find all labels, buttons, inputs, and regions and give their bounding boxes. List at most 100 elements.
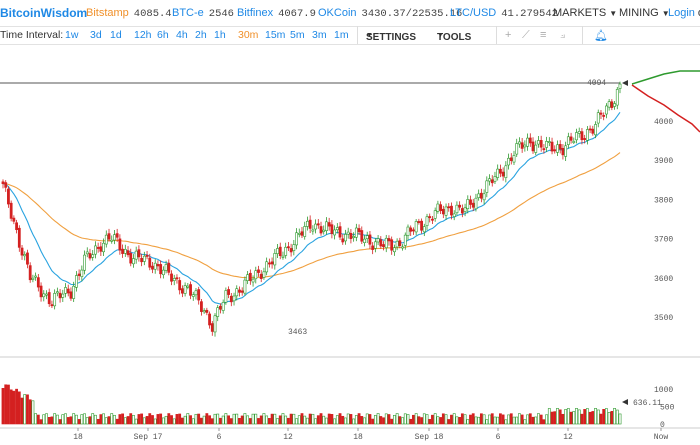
volume-bar [123,417,127,425]
candle-body [243,279,247,294]
brand-logo[interactable]: BitcoinWisdom [0,6,88,20]
candle-body [161,269,165,276]
volume-marker-label: 636.11 [633,399,662,408]
login-link[interactable]: Login [668,7,695,19]
time-tick-label: Sep 18 [415,433,444,442]
volume-bar [357,413,361,425]
candle-body [7,188,10,205]
volume-bar [526,414,529,425]
candle-body [251,278,255,283]
crosshair-icon[interactable]: + [505,29,512,41]
volume-bar [284,415,288,425]
current-price-marker [622,80,628,86]
horizontal-lines-icon[interactable]: ≡ [540,29,547,41]
volume-bar [164,415,168,425]
volume-bar [140,413,144,425]
volume-bar [257,418,260,425]
ticker-okcoin[interactable]: OKCoin 3430.37/22535.16 [318,7,462,20]
candle-body [572,141,576,143]
candle-body [450,205,453,216]
interval-12h[interactable]: 12h [134,29,152,41]
volume-bar [602,409,606,425]
interval-5m[interactable]: 5m [290,29,305,41]
candle-body [72,285,76,299]
candle-body [221,302,225,311]
volume-bar [216,413,220,425]
volume-bar [474,416,478,425]
candle-body [349,233,353,240]
mining-menu[interactable]: MINING ▼ [619,7,670,19]
volume-bar [393,415,396,425]
interval-6h[interactable]: 6h [157,29,169,41]
candle-body [262,271,266,278]
markets-menu[interactable]: MARKETS ▼ [553,7,617,19]
ticker-btce[interactable]: BTC-e 2546 [172,7,234,20]
volume-bar [208,415,211,425]
interval-3m[interactable]: 3m [312,29,327,41]
interval-30m[interactable]: 30m [238,29,259,41]
candle-body [341,238,345,243]
volume-bar [556,408,559,425]
line-tool-icon[interactable]: ⟋ [522,29,530,41]
volume-bar [180,417,184,425]
candle-body [613,103,616,107]
interval-3d[interactable]: 3d [90,29,102,41]
candle-body [585,129,589,141]
volume-bar [365,413,369,425]
interval-1h[interactable]: 1h [214,29,226,41]
volume-bar [596,409,600,425]
time-tick-label: 18 [353,433,363,442]
candle-body [420,220,423,231]
candle-body [409,227,413,232]
volume-bar [613,408,616,425]
volume-bar [368,414,372,425]
volume-bar [31,400,35,425]
volume-bar [88,416,92,425]
interval-1d[interactable]: 1d [110,29,122,41]
volume-bar [85,417,89,425]
volume-bar [542,419,546,425]
mining-label: MINING [619,7,659,19]
volume-bar [518,413,521,425]
volume-bar [412,414,415,425]
interval-15m[interactable]: 15m [265,29,286,41]
interval-1m[interactable]: 1m [334,29,349,41]
volume-bar [477,416,481,425]
candle-body [151,265,154,270]
candle-body [518,141,521,145]
interval-2h[interactable]: 2h [195,29,207,41]
volume-bar [537,413,540,425]
candle-body [66,288,70,294]
candle-body [232,295,236,302]
interval-4h[interactable]: 4h [176,29,188,41]
volume-bar [227,415,230,425]
volume-bar [74,414,78,425]
candle-body [618,83,622,89]
candle-body [20,247,24,256]
candle-body [403,234,407,246]
candle-body [94,245,97,255]
price-tick-label: 4000 [654,118,673,127]
volume-bar [61,414,65,425]
volume-bar [550,411,554,425]
fibonacci-icon[interactable]: ⟓ [560,29,566,41]
volume-bar [390,418,394,425]
time-tick-label: Sep 17 [134,433,163,442]
candle-body [602,115,606,117]
bell-icon[interactable]: 🔔︎ [594,30,608,42]
volume-bar [96,418,100,425]
ticker-ltcusd[interactable]: LTC/USD 41.279542 [450,7,558,20]
volume-bar [45,413,48,425]
candle-body [4,182,8,188]
volume-bar [354,415,358,425]
volume-bar [352,418,356,425]
ticker-bitstamp[interactable]: Bitstamp 4085.4 [86,7,172,20]
volume-bar [553,411,557,425]
volume-bar [270,413,274,425]
price-tick-label: 3800 [654,196,673,205]
volume-bar [219,417,222,425]
volume-bar [259,415,263,425]
ticker-bitfinex[interactable]: Bitfinex 4067.9 [237,7,316,20]
interval-1w[interactable]: 1w [65,29,79,41]
